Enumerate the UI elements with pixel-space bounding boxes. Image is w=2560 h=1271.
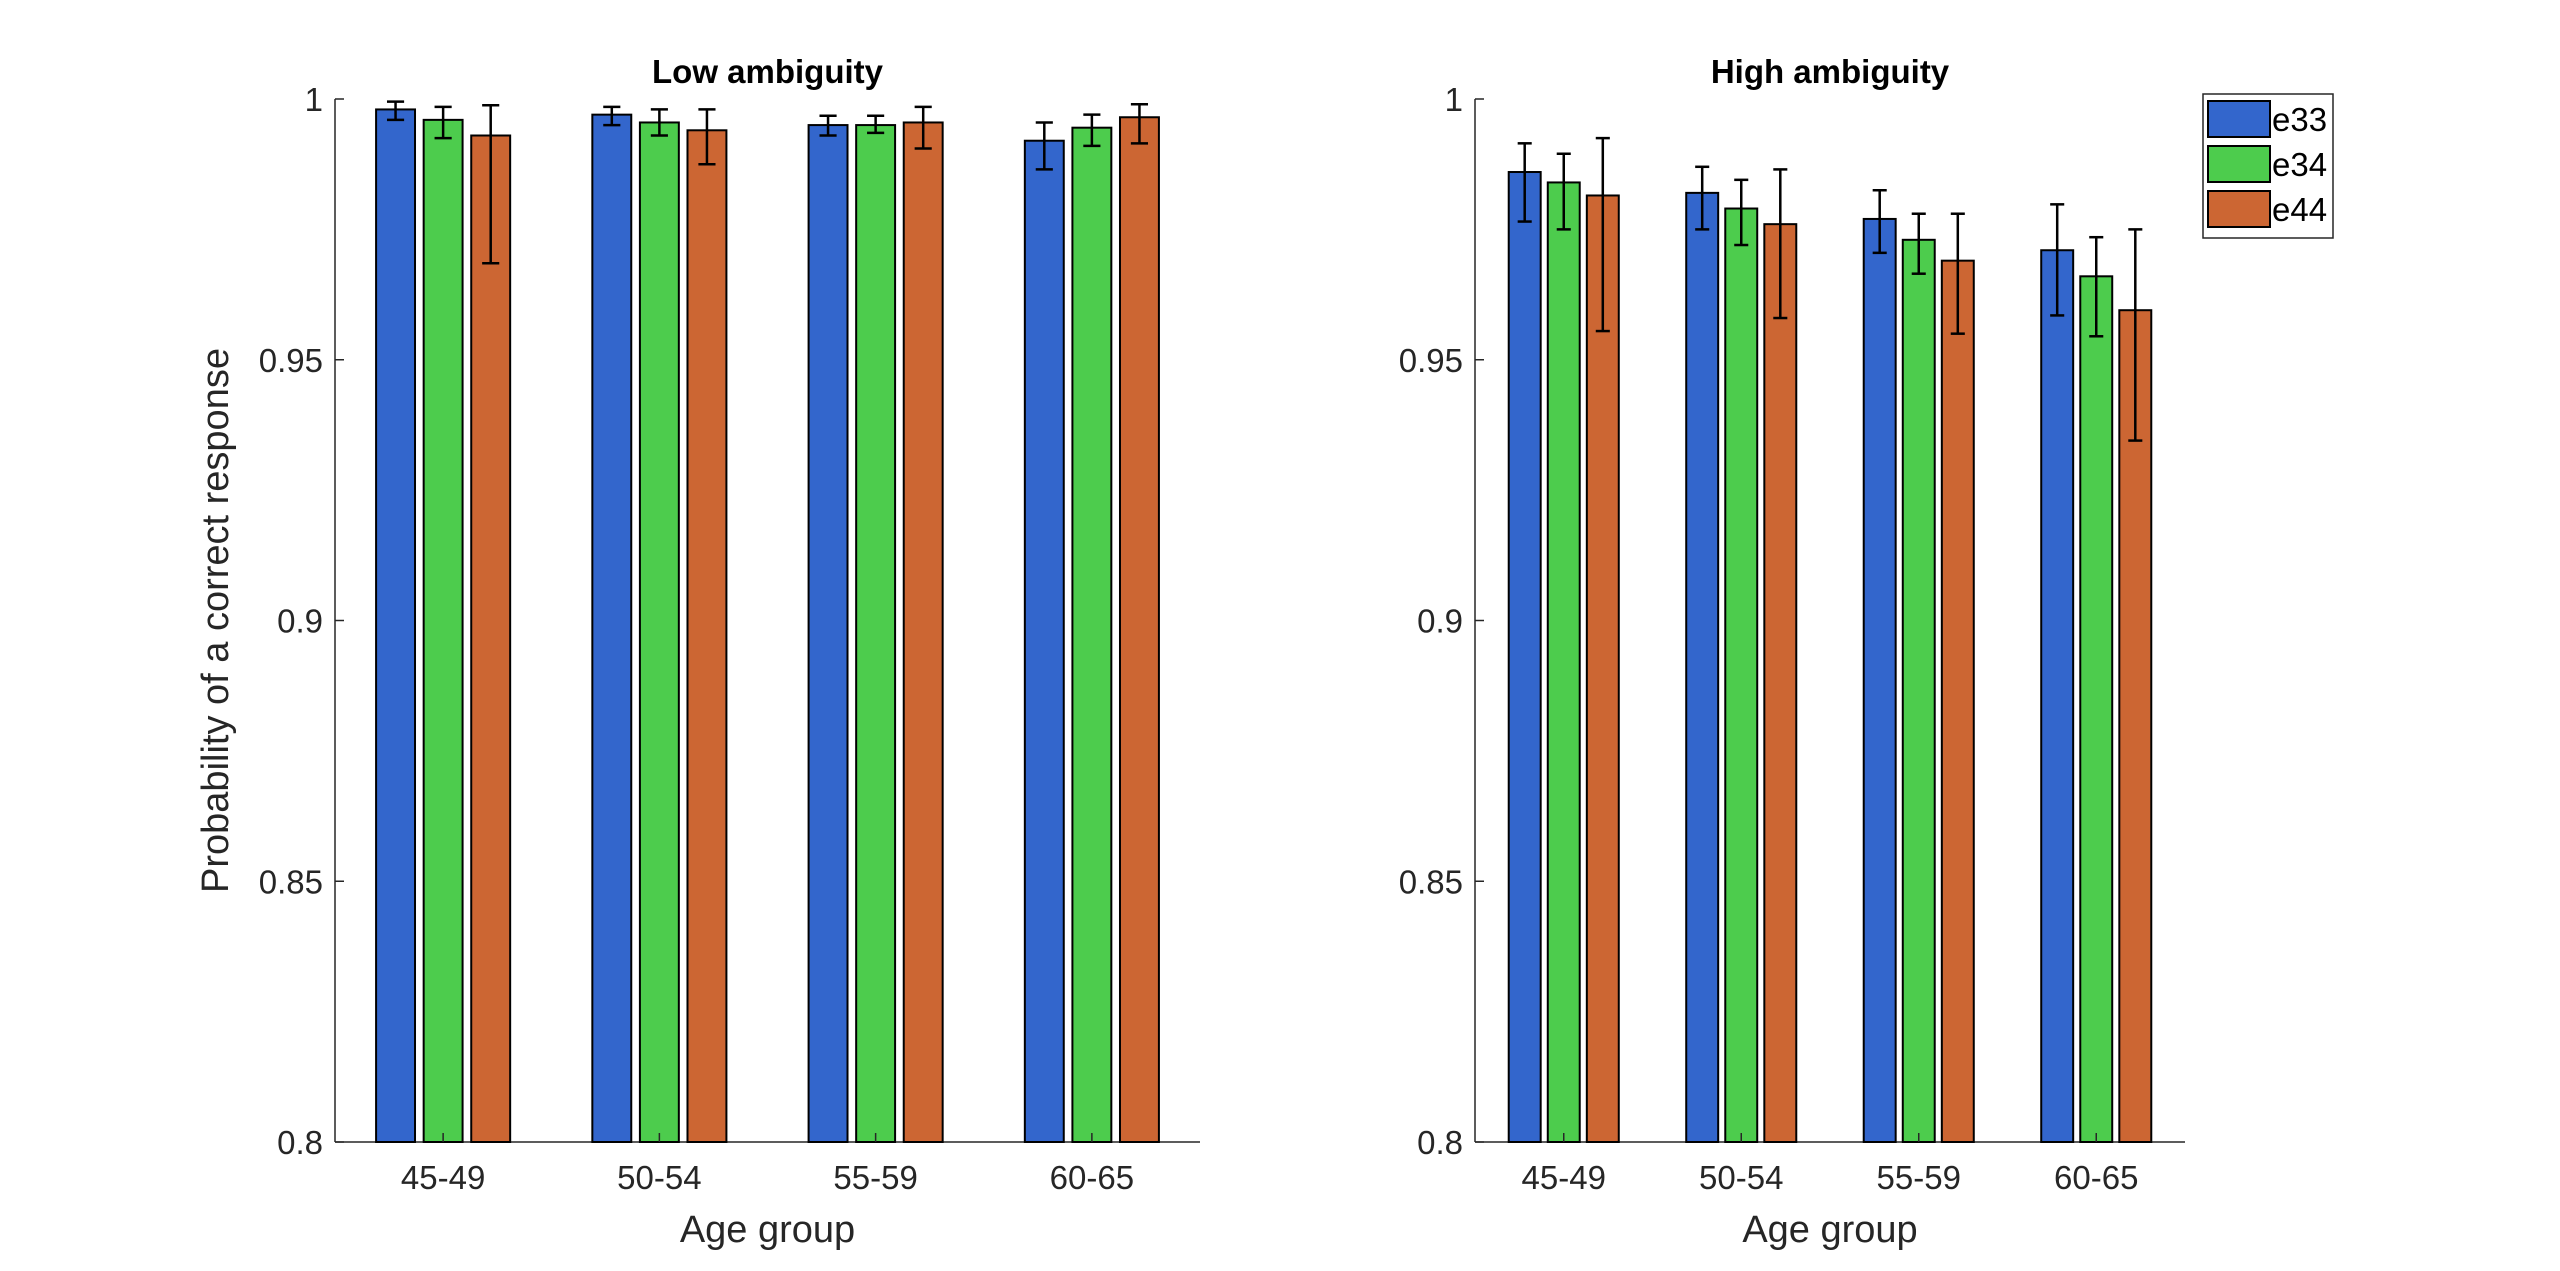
bar-e34 [1724,207,1759,1143]
plot-title: Low ambiguity [652,53,884,90]
bar-e33 [591,113,633,1143]
bar-e34 [1546,181,1581,1143]
high-ambiguity-panel: High ambiguity Age group 0.8 0.85 0.9 0.95 1… [1399,53,2185,1251]
y-tick-label: 0.9 [277,603,323,640]
bar-e34 [2079,275,2114,1143]
x-axis-title: Age group [680,1209,855,1251]
legend-item-e44: e44 [2207,190,2327,228]
x-axis-title: Age group [1742,1209,1917,1251]
y-tick-label: 0.95 [259,342,323,379]
x-tick-label: 60-65 [2054,1159,2138,1196]
y-tick-label: 0.85 [1399,863,1463,900]
bar-e44 [470,134,512,1143]
bar-e33 [375,108,417,1143]
legend-swatch [2207,145,2271,183]
legend-item-e34: e34 [2207,145,2327,183]
y-tick-label: 1 [1445,81,1463,118]
y-tick-label: 0.95 [1399,342,1463,379]
y-tick-label: 0.9 [1417,603,1463,640]
y-tick-label: 0.8 [277,1124,323,1161]
legend-swatch [2207,190,2271,228]
low-ambiguity-panel: Low ambiguity Age group Probability of a… [195,53,1200,1251]
bar-e44 [902,121,944,1143]
bar-e34 [638,121,680,1143]
legend: e33 e34 e44 [2202,93,2334,239]
x-tick-label: 45-49 [401,1159,485,1196]
y-tick-label: 0.8 [1417,1124,1463,1161]
bar-e33 [1862,217,1897,1143]
legend-item-e33: e33 [2207,100,2327,138]
bar-e44 [686,129,728,1144]
legend-label: e33 [2272,101,2327,138]
x-tick-label: 50-54 [1699,1159,1783,1196]
plot-title: High ambiguity [1711,53,1950,90]
legend-label: e34 [2272,146,2327,183]
y-tick-label: 1 [305,81,323,118]
bar-e34 [422,118,464,1144]
legend-swatch [2207,100,2271,138]
bar-e44 [1763,223,1798,1144]
bar-e44 [1118,116,1160,1144]
legend-label: e44 [2272,191,2327,228]
bar-e33 [1507,171,1542,1143]
bar-e33 [1023,139,1065,1144]
bar-e44 [1940,259,1975,1144]
y-axis-title: Probability of a correct response [195,348,237,893]
bar-e33 [1685,191,1720,1143]
bar-e34 [1901,238,1936,1143]
bar-e34 [855,124,897,1143]
x-tick-label: 60-65 [1050,1159,1134,1196]
y-tick-label: 0.85 [259,863,323,900]
bar-e33 [2040,249,2075,1144]
bar-e34 [1071,126,1113,1144]
bar-e33 [807,124,849,1143]
x-tick-label: 50-54 [617,1159,701,1196]
x-tick-label: 55-59 [1877,1159,1961,1196]
bar-e44 [1585,194,1620,1144]
x-tick-label: 45-49 [1522,1159,1606,1196]
x-tick-label: 55-59 [833,1159,917,1196]
